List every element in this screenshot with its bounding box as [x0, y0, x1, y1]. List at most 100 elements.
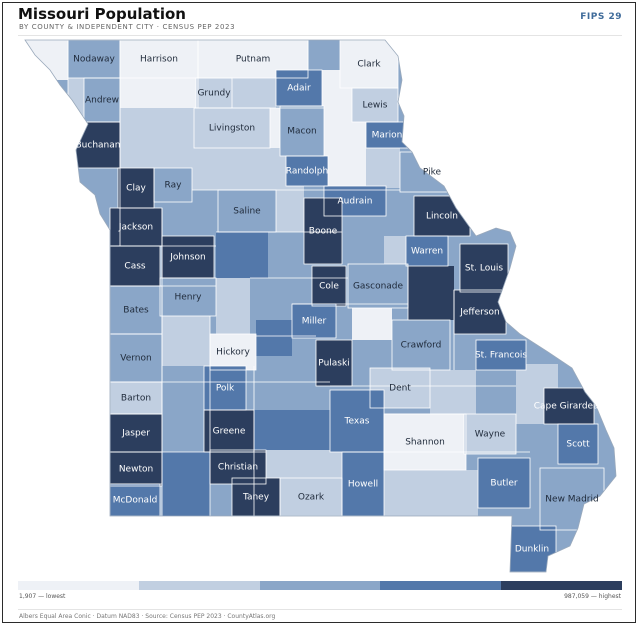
county-label: Jackson [118, 223, 153, 233]
legend-scale [18, 581, 622, 590]
county-henry[interactable] [160, 278, 216, 316]
county-barton[interactable] [110, 382, 162, 414]
county-ozark[interactable] [280, 478, 342, 516]
county-bates[interactable] [110, 286, 162, 334]
county-tile [120, 78, 196, 108]
county-label: Audrain [338, 197, 373, 207]
county-label: Lincoln [426, 212, 458, 222]
county-miller[interactable] [292, 304, 336, 338]
county-livingston[interactable] [194, 108, 270, 148]
county-tile [162, 366, 204, 410]
county-tile [430, 370, 476, 414]
county-hickory[interactable] [210, 334, 256, 370]
county-label: Butler [490, 479, 517, 489]
county-vernon[interactable] [110, 334, 162, 382]
legend-max-label: 987,059 — highest [564, 593, 621, 600]
county-wayne[interactable] [464, 414, 516, 454]
county-outline [477, 457, 531, 509]
county-tile [68, 78, 84, 122]
county-label: Howell [348, 480, 378, 490]
county-label: Marion [372, 131, 403, 141]
county-ray[interactable] [154, 168, 192, 202]
county-outline [347, 263, 409, 309]
county-label: Ray [165, 181, 183, 191]
county-outline [475, 339, 527, 371]
county-st-louis[interactable] [460, 244, 508, 292]
county-saline[interactable] [218, 190, 276, 232]
county-outline [459, 243, 509, 293]
legend-swatch [18, 581, 139, 590]
county-tile [384, 470, 478, 516]
county-label: Adair [287, 84, 311, 94]
county-cole[interactable] [312, 266, 346, 306]
county-label: Lewis [363, 101, 388, 111]
county-label: New Madrid [545, 495, 598, 505]
county-outline [217, 189, 277, 233]
legend-swatch [138, 581, 260, 590]
county-adair[interactable] [276, 70, 322, 106]
county-crawford[interactable] [392, 320, 450, 370]
county-outline [209, 333, 257, 371]
county-howell[interactable] [342, 452, 384, 516]
county-outline [369, 367, 431, 409]
legend-swatch [259, 581, 381, 590]
county-label: Johnson [169, 253, 205, 263]
county-jefferson[interactable] [454, 290, 506, 334]
county-outline [197, 40, 309, 79]
county-label: Miller [302, 317, 327, 327]
county-andrew[interactable] [84, 78, 120, 122]
county-polk[interactable] [204, 366, 246, 410]
county-tile [246, 356, 316, 410]
county-cape-girardeau[interactable] [544, 388, 594, 424]
county-label: Christian [218, 463, 258, 473]
county-butler[interactable] [478, 458, 530, 508]
county-shannon[interactable] [384, 414, 466, 470]
county-clay[interactable] [118, 168, 154, 208]
county-label: Nodaway [73, 55, 115, 65]
county-jackson[interactable] [110, 208, 162, 246]
county-label: Henry [174, 293, 202, 303]
county-cass[interactable] [110, 246, 160, 286]
county-clark[interactable] [340, 40, 398, 88]
county-macon[interactable] [280, 106, 324, 156]
county-marion[interactable] [366, 122, 408, 148]
county-greene[interactable] [204, 410, 254, 452]
county-grundy[interactable] [196, 78, 232, 108]
county-pulaski[interactable] [316, 340, 352, 386]
county-tile [254, 410, 330, 450]
county-outline [193, 107, 271, 149]
county-jasper[interactable] [110, 414, 162, 452]
county-warren[interactable] [406, 236, 448, 266]
county-label: Polk [216, 384, 235, 394]
county-boone[interactable] [304, 198, 342, 264]
county-label: Gasconade [353, 282, 404, 292]
county-randolph[interactable] [286, 156, 328, 186]
county-tile [270, 108, 280, 156]
county-outline [383, 413, 467, 471]
county-outline [323, 185, 387, 217]
county-gasconade[interactable] [348, 264, 408, 308]
county-lewis[interactable] [352, 88, 398, 122]
county-texas[interactable] [330, 390, 384, 452]
county-tile [162, 316, 210, 366]
county-label: St. Louis [465, 264, 504, 274]
county-label: Shannon [405, 438, 445, 448]
county-tile [366, 148, 400, 188]
legend-swatch [501, 581, 622, 590]
county-harrison[interactable] [120, 40, 198, 78]
county-label: Harrison [140, 55, 178, 65]
county-label: Cape Girardeau [534, 402, 605, 412]
county-nodaway[interactable] [68, 40, 120, 78]
county-johnson[interactable] [162, 236, 214, 278]
map-footer: Albers Equal Area Conic · Datum NAD83 · … [19, 613, 276, 620]
county-scott[interactable] [558, 424, 598, 464]
county-label: Grundy [197, 89, 231, 99]
county-st-francois[interactable] [476, 340, 526, 370]
county-label: Cole [319, 282, 339, 292]
county-outline [285, 155, 329, 187]
county-label: Greene [213, 427, 246, 437]
county-newton[interactable] [110, 452, 162, 486]
county-tile [154, 202, 218, 236]
county-outline [303, 197, 343, 265]
county-mcdonald[interactable] [110, 484, 160, 516]
